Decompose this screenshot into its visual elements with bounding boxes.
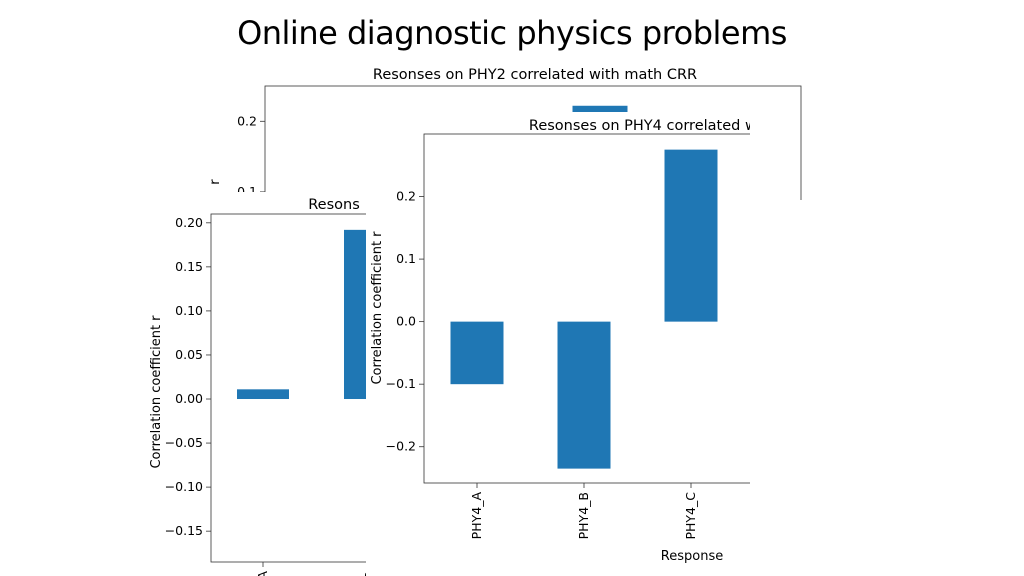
plot-frame	[423, 133, 750, 484]
y-tick-label: −0.05	[165, 435, 203, 450]
y-tick-label: 0.10	[175, 303, 203, 318]
y-tick-label: 0.05	[175, 347, 203, 362]
y-tick-label: 0.20	[175, 215, 203, 230]
chart-left: Resons −0.15 −0.10 −0.05 0.00 0.05 0.10 0.15 0.2…	[146, 192, 386, 576]
y-tick-label: 0.1	[396, 251, 416, 266]
y-tick-label: 0.0	[396, 314, 416, 329]
y-tick-label: −0.10	[165, 479, 203, 494]
slide-title: Online diagnostic physics problems	[237, 14, 787, 52]
y-tick-label: 0.15	[175, 259, 203, 274]
y-axis-label: Correlation coefficient r	[149, 315, 164, 469]
plot-frame	[264, 85, 802, 200]
x-axis-label: Response	[661, 549, 723, 564]
y-tick-label: 0.2	[237, 113, 257, 128]
bar-PHY4_A	[450, 321, 504, 385]
bar-PHY4_B	[557, 321, 611, 469]
x-tick-label: A	[255, 571, 270, 576]
y-tick-label: −0.1	[386, 376, 416, 391]
chart-phy4: Resonses on PHY4 correlated with math CR…	[366, 112, 750, 576]
x-tick-label: PHY4_A	[469, 492, 484, 540]
y-tick-label: −0.2	[386, 439, 416, 454]
y-axis-label: r	[208, 179, 223, 185]
y-axis-label: Correlation coefficient r	[370, 231, 385, 385]
chart-left-svg: Resons −0.15 −0.10 −0.05 0.00 0.05 0.10 0.15 0.2…	[149, 197, 386, 576]
bar-A	[237, 389, 289, 400]
chart-phy4-svg: Resonses on PHY4 correlated with math CR…	[370, 118, 750, 564]
y-tick-label: 0.00	[175, 391, 203, 406]
chart-title: Resons	[308, 197, 360, 213]
plot-frame	[210, 213, 386, 563]
y-tick-label: 0.2	[396, 189, 416, 204]
bar-PHY4_C	[664, 149, 718, 322]
x-tick-label: PHY4_C	[683, 492, 698, 540]
chart-title: Resonses on PHY4 correlated with math CR…	[529, 118, 750, 134]
x-tick-label: PHY4_B	[576, 492, 591, 539]
y-tick-label: −0.15	[165, 523, 203, 538]
chart-title: Resonses on PHY2 correlated with math CR…	[373, 67, 697, 83]
